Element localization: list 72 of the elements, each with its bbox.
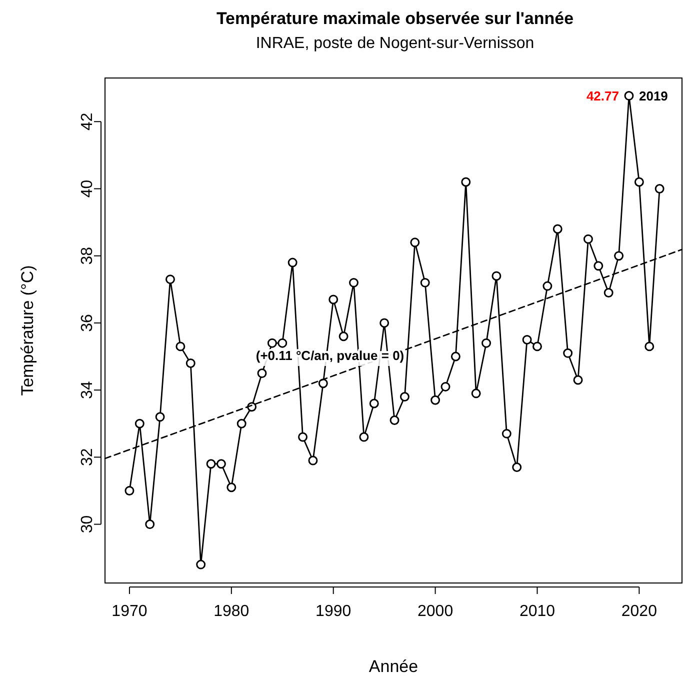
point	[400, 392, 410, 402]
point	[440, 382, 450, 392]
point	[318, 378, 328, 388]
point	[308, 456, 318, 466]
point	[186, 358, 196, 368]
x-tick-label: 1970	[112, 603, 148, 620]
point	[502, 428, 512, 438]
point	[420, 278, 430, 288]
point	[644, 342, 654, 352]
y-tick-label: 40	[79, 180, 96, 198]
x-tick-label: 1980	[214, 603, 250, 620]
x-axis-title: Année	[368, 657, 418, 676]
y-axis-title: Température (°C)	[18, 265, 37, 396]
x-tick-label: 2000	[418, 603, 454, 620]
point	[267, 338, 277, 348]
x-tick-label: 1990	[316, 603, 352, 620]
point	[390, 416, 400, 425]
point	[461, 177, 471, 187]
point	[624, 91, 634, 101]
point	[206, 459, 216, 469]
y-tick-label: 32	[79, 448, 96, 466]
annotation: 2019	[638, 88, 668, 104]
point	[134, 418, 144, 428]
point	[338, 332, 348, 342]
y-tick-label: 30	[79, 515, 96, 534]
point	[563, 348, 573, 358]
point	[614, 251, 624, 261]
point	[288, 258, 298, 268]
point	[492, 271, 502, 281]
point	[594, 261, 604, 271]
point	[471, 388, 481, 398]
point	[450, 352, 460, 362]
point	[410, 238, 420, 248]
point	[654, 184, 664, 194]
point	[552, 224, 562, 234]
point	[124, 486, 134, 496]
point	[236, 418, 246, 428]
y-tick-label: 38	[79, 246, 96, 265]
point	[359, 432, 369, 442]
chart-title: Température maximale observée sur l'année	[216, 9, 574, 28]
point	[278, 338, 288, 348]
point	[328, 294, 338, 304]
point	[573, 375, 583, 385]
point	[604, 288, 614, 298]
point	[430, 395, 440, 405]
point	[380, 318, 390, 328]
y-tick-label: 42	[79, 112, 96, 131]
point	[634, 177, 644, 187]
point	[257, 368, 267, 378]
point	[176, 342, 186, 352]
point	[196, 560, 206, 570]
point	[349, 278, 358, 288]
point	[298, 432, 308, 442]
x-tick-label: 2020	[621, 603, 658, 620]
point	[482, 338, 492, 348]
x-tick-label: 2010	[519, 603, 556, 620]
data-label: 42.77	[586, 88, 619, 104]
point	[226, 482, 236, 492]
y-tick-label: 36	[79, 314, 96, 332]
y-tick-label: 34	[79, 381, 96, 399]
point	[512, 462, 522, 472]
point	[583, 234, 593, 244]
point	[522, 334, 532, 344]
point	[145, 520, 155, 530]
point	[542, 281, 552, 291]
point	[166, 274, 175, 284]
point	[369, 398, 379, 408]
chart-subtitle: INRAE, poste de Nogent-sur-Vernisson	[256, 35, 534, 52]
annotation: (+0.11 °C/an, pvalue = 0)	[256, 348, 404, 363]
point	[532, 342, 542, 352]
point	[216, 459, 226, 469]
point	[155, 412, 165, 422]
